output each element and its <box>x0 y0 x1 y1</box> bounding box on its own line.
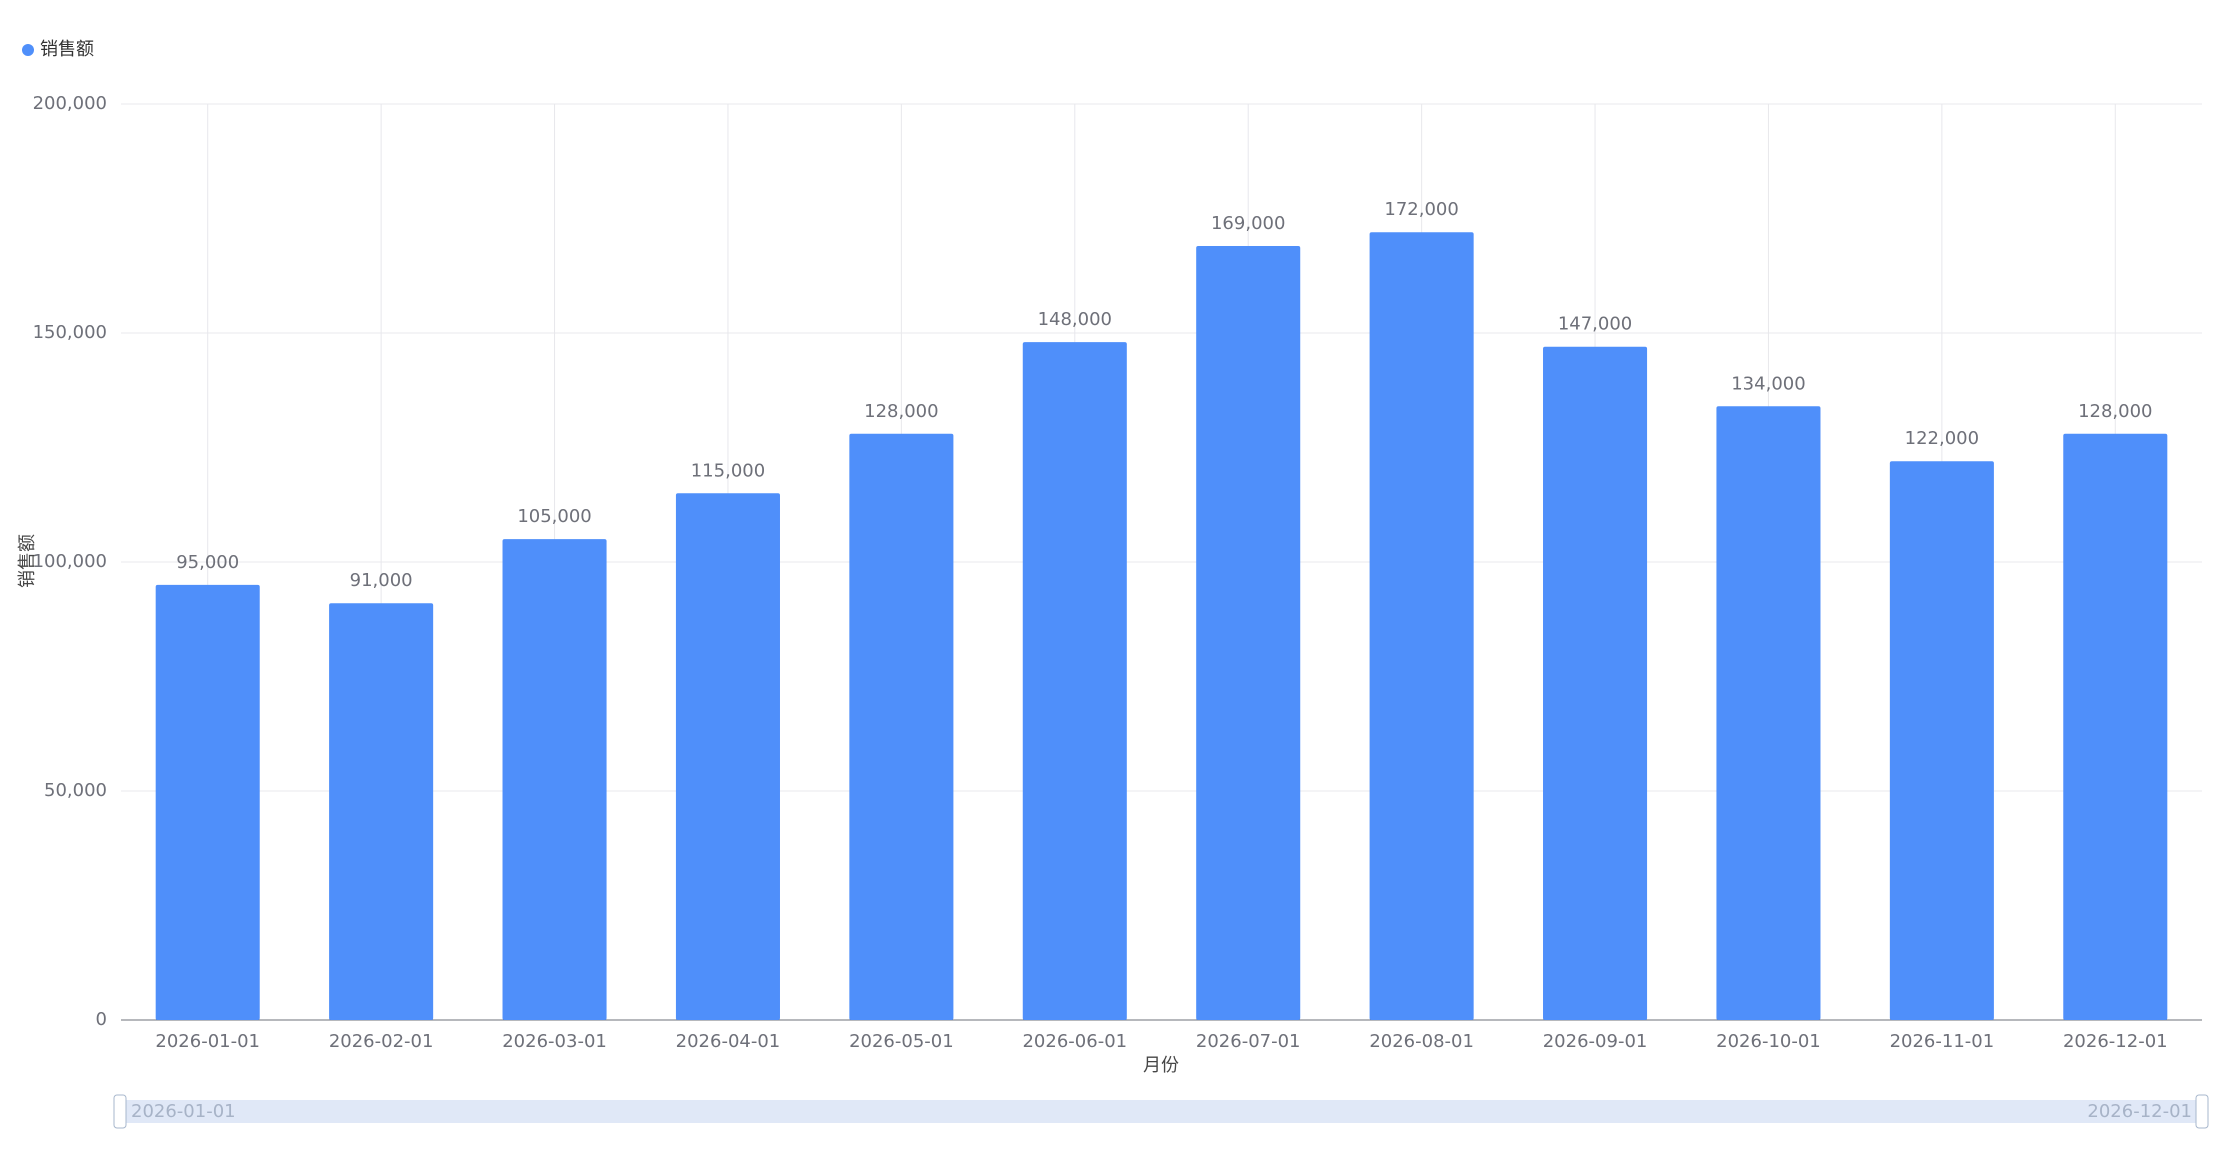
bar <box>1369 232 1474 1021</box>
x-tick-label: 2026-12-01 <box>2063 1031 2168 1052</box>
x-axis-title: 月份 <box>1143 1055 1179 1076</box>
slider-start-label: 2026-01-01 <box>131 1101 236 1122</box>
x-tick-label: 2026-03-01 <box>502 1031 607 1052</box>
x-tick-label: 2026-08-01 <box>1369 1031 1474 1052</box>
bar <box>1022 342 1127 1020</box>
x-tick-label: 2026-11-01 <box>1890 1031 1995 1052</box>
data-zoom-slider[interactable] <box>121 1100 2202 1123</box>
data-label: 95,000 <box>176 552 239 573</box>
data-label: 128,000 <box>2078 401 2152 422</box>
x-tick-label: 2026-07-01 <box>1196 1031 1301 1052</box>
bar <box>675 493 780 1020</box>
y-tick-label: 150,000 <box>33 322 107 343</box>
bar <box>1196 245 1301 1021</box>
x-tick-label: 2026-09-01 <box>1543 1031 1648 1052</box>
bar <box>155 584 260 1020</box>
slider-end-label: 2026-12-01 <box>2087 1101 2192 1122</box>
x-tick-label: 2026-04-01 <box>676 1031 781 1052</box>
bar <box>1716 406 1821 1020</box>
data-label: 128,000 <box>864 401 938 422</box>
bar <box>1889 461 1994 1020</box>
slider-handle[interactable] <box>2195 1094 2209 1129</box>
data-label: 148,000 <box>1038 309 1112 330</box>
data-label: 147,000 <box>1558 314 1632 335</box>
data-label: 115,000 <box>691 460 765 481</box>
data-label: 105,000 <box>517 506 591 527</box>
legend-marker <box>22 44 34 56</box>
data-label: 91,000 <box>350 570 413 591</box>
x-tick-label: 2026-05-01 <box>849 1031 954 1052</box>
x-tick-label: 2026-10-01 <box>1716 1031 1821 1052</box>
bar <box>849 433 954 1020</box>
x-tick-label: 2026-06-01 <box>1022 1031 1127 1052</box>
y-axis-title: 销售额 <box>17 534 38 588</box>
legend-label: 销售额 <box>40 39 94 60</box>
data-label: 169,000 <box>1211 213 1285 234</box>
data-label: 122,000 <box>1905 428 1979 449</box>
x-tick-label: 2026-01-01 <box>155 1031 260 1052</box>
y-tick-label: 0 <box>96 1009 107 1030</box>
bar <box>2063 433 2168 1020</box>
bar <box>329 603 434 1020</box>
data-label: 134,000 <box>1731 373 1805 394</box>
x-tick-label: 2026-02-01 <box>329 1031 434 1052</box>
y-tick-label: 100,000 <box>33 551 107 572</box>
slider-handle[interactable] <box>113 1094 127 1129</box>
y-tick-label: 50,000 <box>44 780 107 801</box>
bar <box>1543 346 1648 1020</box>
bar <box>502 539 607 1020</box>
y-tick-label: 200,000 <box>33 93 107 114</box>
data-label: 172,000 <box>1384 199 1458 220</box>
